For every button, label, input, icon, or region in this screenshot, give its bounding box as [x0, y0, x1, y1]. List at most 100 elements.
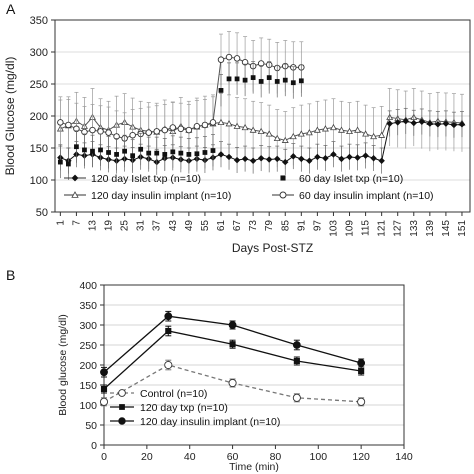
panel-b-legend-label: 120 day txp (n=10)	[140, 402, 228, 414]
panel-a-data-point	[233, 122, 241, 129]
panel-a-x-tick-label: 67	[232, 220, 243, 232]
panel-b-data-point	[164, 360, 173, 370]
panel-b-series-120-day-txp-n-10	[100, 325, 365, 394]
panel-a-x-tick-label: 43	[168, 220, 179, 232]
panel-a-x-tick-label: 85	[280, 220, 291, 232]
panel-a-data-point	[257, 155, 265, 162]
panel-a-data-point	[178, 150, 184, 156]
panel-a-x-tick-label: 127	[393, 220, 404, 237]
panel-a-x-axis-title: Days Post-STZ	[232, 241, 313, 255]
panel-b: B 0 50 100 150 200 250 300 350 400 0 20 40 60 80 100 120…	[6, 267, 413, 473]
panel-b-x-tick-label: 120	[352, 451, 370, 463]
panel-a-data-point	[201, 121, 209, 129]
panel-b-legend-marker	[119, 404, 125, 410]
panel-a-data-point	[138, 146, 144, 152]
panel-a-data-point	[362, 130, 370, 137]
panel-a-x-tick-label: 139	[425, 220, 436, 237]
panel-a-data-point	[130, 153, 136, 159]
panel-a-legend-item: 120 day insulin implant (n=10)	[64, 190, 231, 202]
panel-b-y-tick-label: 50	[85, 420, 97, 432]
panel-a-y-tick-label: 200	[30, 111, 48, 123]
panel-a-x-tick-label: 151	[457, 220, 468, 237]
panel-a-data-point	[218, 88, 224, 93]
panel-a-legend-label: 60 day Islet txp (n=10)	[299, 173, 403, 185]
panel-b-y-tick-label: 200	[79, 360, 97, 372]
panel-a-data-point	[97, 128, 104, 135]
panel-b-data-point	[292, 393, 301, 402]
panel-a-data-point	[265, 130, 273, 137]
panel-a-legend-label: 120 day insulin implant (n=10)	[91, 190, 231, 202]
panel-a-data-point	[281, 136, 289, 143]
panel-a-data-point	[66, 161, 71, 167]
panel-a-x-tick-label: 1	[55, 220, 66, 226]
panel-a-data-point	[226, 76, 232, 82]
panel-b-x-tick-label: 140	[395, 451, 413, 463]
panel-a-data-point	[273, 134, 281, 142]
panel-a-legend-marker	[279, 191, 287, 199]
panel-a-data-point	[305, 129, 313, 136]
panel-a-data-point	[290, 80, 296, 86]
panel-a-data-point	[282, 158, 289, 166]
panel-a-data-point	[418, 118, 426, 125]
panel-a-data-point	[241, 123, 249, 131]
panel-a-data-point	[313, 126, 321, 133]
panel-a-letter: A	[6, 1, 16, 17]
panel-a-legend: 120 day Islet txp (n=10) 60 day Islet txp…	[64, 173, 434, 202]
panel-a-data-point	[249, 126, 257, 133]
panel-b-legend-marker	[118, 389, 126, 397]
panel-a-data-point	[329, 123, 337, 131]
panel-b-y-axis-title: Blood glucose (mg/dl)	[57, 314, 69, 416]
panel-a-x-tick-label: 55	[200, 220, 211, 232]
panel-a-data-point	[289, 132, 297, 140]
panel-a-data-point	[322, 155, 329, 162]
panel-a-data-point	[146, 150, 152, 156]
panel-b-x-tick-label: 100	[310, 451, 328, 463]
panel-b-y-tick-label: 350	[79, 300, 97, 312]
panel-a-x-tick-label: 37	[152, 220, 163, 232]
panel-a-data-point	[185, 126, 193, 134]
panel-b-legend-item: 120 day insulin implant (n=10)	[110, 416, 280, 428]
panel-a-data-point	[258, 79, 264, 84]
panel-a-legend-label: 60 day insulin implant (n=10)	[299, 190, 434, 202]
panel-a-x-tick-label: 145	[441, 220, 452, 237]
panel-b-x-tick-label: 60	[227, 451, 239, 463]
panel-a-data-point	[65, 121, 72, 129]
panel-a-y-tick-label: 250	[30, 79, 48, 91]
panel-a-data-point	[298, 78, 304, 84]
panel-a-x-tick-label: 91	[296, 220, 307, 232]
panel-b-y-tick-label: 300	[79, 320, 97, 332]
panel-a-y-tick-label: 350	[30, 15, 48, 27]
panel-a-data-point	[266, 75, 272, 80]
panel-a-data-point	[450, 121, 458, 129]
panel-a-x-tick-label: 25	[120, 220, 131, 232]
panel-a-data-point	[210, 148, 216, 153]
panel-a-data-point	[177, 125, 185, 133]
panel-b-data-point	[357, 397, 366, 406]
panel-a-legend-item: 60 day insulin implant (n=10)	[272, 190, 434, 202]
panel-b-y-tick-label: 250	[79, 340, 97, 352]
panel-a-data-point	[274, 155, 281, 163]
panel-b-data-point	[292, 341, 301, 349]
panel-b-data-point	[165, 327, 172, 335]
panel-a-data-point	[225, 53, 233, 61]
panel-b-data-point	[228, 378, 237, 388]
panel-a-x-tick-label: 103	[328, 220, 339, 237]
panel-b-data-point	[229, 341, 236, 348]
panel-a-x-tick-label: 73	[248, 220, 259, 232]
panel-a-data-point	[378, 131, 386, 138]
panel-a-data-point	[250, 75, 256, 80]
panel-a-data-point	[217, 118, 225, 126]
panel-a-y-tick-label: 50	[36, 207, 48, 219]
panel-a-data-point	[426, 120, 434, 127]
panel-a-data-point	[170, 149, 176, 155]
panel-a-data-point	[265, 156, 273, 163]
panel-b-x-axis-title: Time (min)	[229, 461, 279, 473]
panel-a-data-point	[321, 125, 329, 132]
panel-a-data-point	[290, 153, 297, 160]
panel-b-x-tick-label: 20	[141, 451, 153, 463]
panel-a-legend-marker	[71, 191, 79, 198]
panel-a-data-point	[161, 126, 169, 134]
panel-a-data-point	[153, 128, 160, 135]
panel-a-data-point	[193, 122, 201, 130]
panel-a-data-point	[162, 152, 168, 157]
